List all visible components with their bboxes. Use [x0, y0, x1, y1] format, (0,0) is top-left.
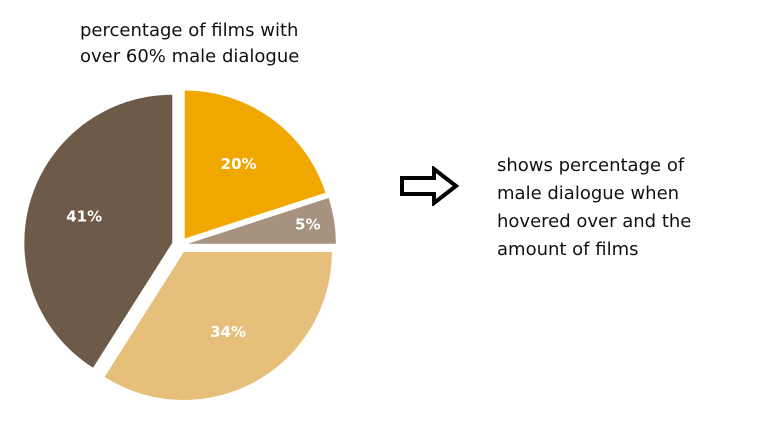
annotation-line-4: amount of films [497, 239, 639, 260]
annotation-line-3: hovered over and the [497, 211, 692, 232]
pie-slice-label-3: 34% [210, 323, 246, 341]
pie-slice-label-2: 5% [295, 215, 320, 233]
pie-slice-4[interactable] [24, 94, 173, 368]
pie-slice-2[interactable] [187, 198, 336, 244]
pie-slice-label-4: 41% [66, 208, 102, 226]
pie-slice-label-1: 20% [221, 155, 257, 173]
chart-title-line-2: over 60% male dialogue [80, 46, 300, 67]
chart-title: percentage of films with over 60% male d… [80, 18, 380, 70]
annotation-text: shows percentage of male dialogue when h… [497, 152, 757, 264]
chart-title-line-1: percentage of films with [80, 20, 299, 41]
annotation-line-2: male dialogue when [497, 183, 680, 204]
pie-slice-1[interactable] [184, 90, 326, 239]
right-arrow-icon [400, 166, 460, 206]
pie-slice-3[interactable] [104, 252, 332, 401]
annotation-line-1: shows percentage of [497, 155, 685, 176]
